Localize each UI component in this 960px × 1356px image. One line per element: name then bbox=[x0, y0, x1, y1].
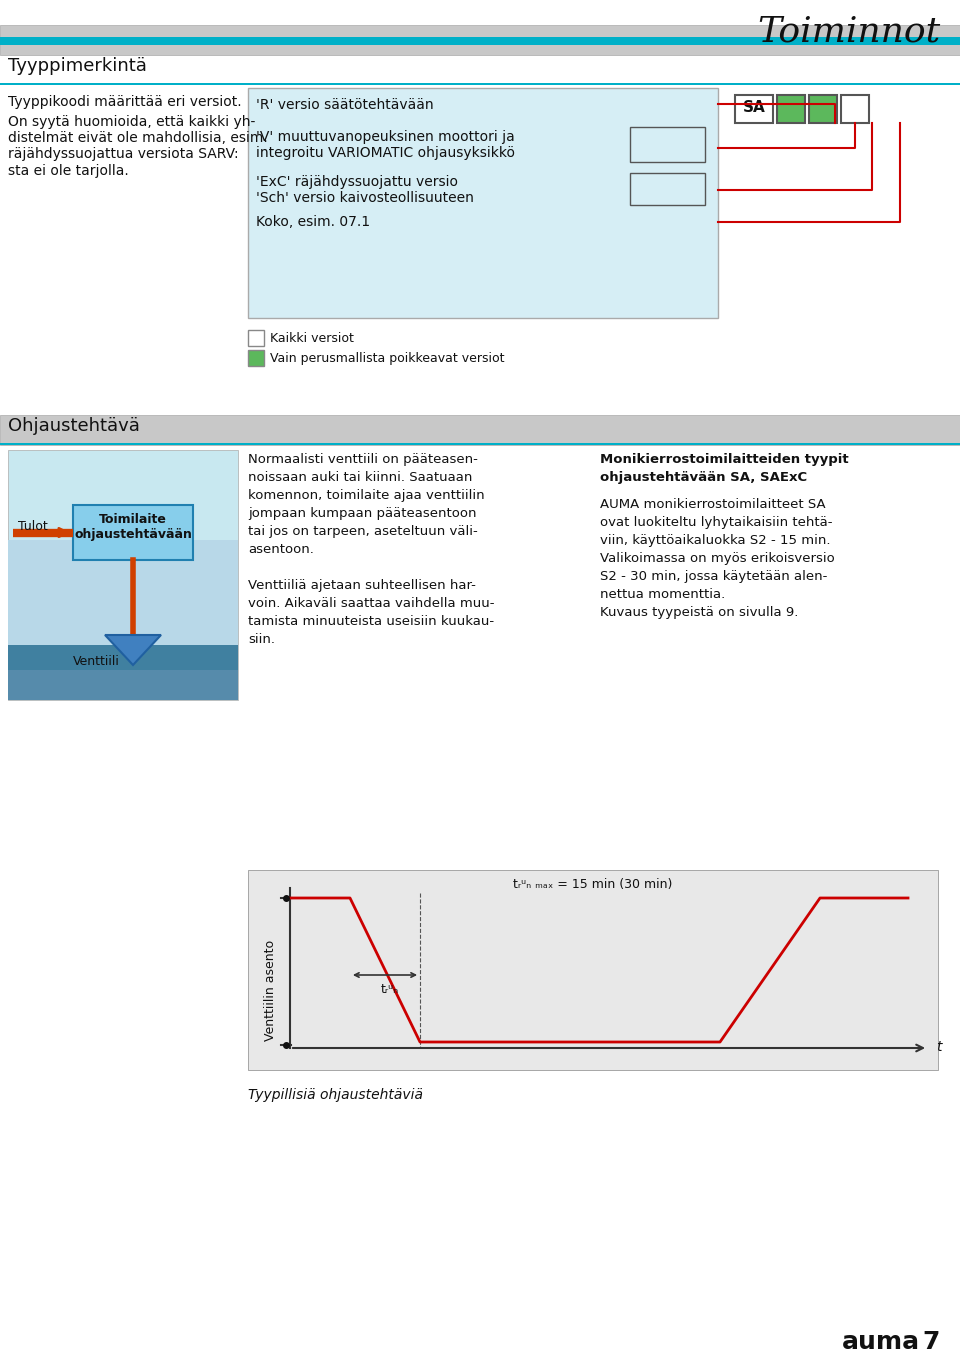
Text: tᵣᵘₙ ₘₐₓ = 15 min (30 min): tᵣᵘₙ ₘₐₓ = 15 min (30 min) bbox=[514, 877, 673, 891]
Bar bbox=[809, 95, 837, 123]
Text: Venttiili: Venttiili bbox=[73, 655, 120, 669]
Text: 'V' muuttuvanopeuksinen moottori ja
integroitu VARIOMATIC ohjausyksikkö: 'V' muuttuvanopeuksinen moottori ja inte… bbox=[256, 130, 515, 160]
Text: 7: 7 bbox=[923, 1330, 940, 1355]
Text: Tyyppikoodi määrittää eri versiot.: Tyyppikoodi määrittää eri versiot. bbox=[8, 95, 242, 108]
Bar bbox=[248, 330, 264, 346]
Bar bbox=[0, 443, 960, 445]
Bar bbox=[0, 37, 960, 45]
Polygon shape bbox=[105, 635, 161, 664]
Bar bbox=[248, 88, 718, 319]
Text: Vain perusmallista poikkeavat versiot: Vain perusmallista poikkeavat versiot bbox=[270, 353, 505, 365]
Text: Toimilaite
ohjaustehtävään: Toimilaite ohjaustehtävään bbox=[74, 513, 192, 541]
Text: Koko, esim. 07.1: Koko, esim. 07.1 bbox=[256, 216, 371, 229]
Bar bbox=[0, 83, 960, 85]
Bar bbox=[630, 174, 705, 205]
Text: Normaalisti venttiili on pääteasen-
noissaan auki tai kiinni. Saatuaan
komennon,: Normaalisti venttiili on pääteasen- nois… bbox=[248, 453, 494, 645]
Bar bbox=[8, 645, 238, 700]
Bar bbox=[73, 504, 193, 560]
Text: Tulot: Tulot bbox=[18, 521, 48, 533]
Bar bbox=[8, 540, 238, 700]
Text: Kaikki versiot: Kaikki versiot bbox=[270, 332, 354, 344]
Text: Ohjaustehtävä: Ohjaustehtävä bbox=[8, 418, 140, 435]
Text: Monikierrostoimilaitteiden tyypit
ohjaustehtävään SA, SAExC: Monikierrostoimilaitteiden tyypit ohjaus… bbox=[600, 453, 849, 484]
Text: Venttiilin asento: Venttiilin asento bbox=[263, 940, 276, 1040]
Text: Tyypillisiä ohjaustehtäviä: Tyypillisiä ohjaustehtäviä bbox=[248, 1088, 423, 1102]
Bar bbox=[0, 24, 960, 56]
Text: 'R' versio säätötehtävään: 'R' versio säätötehtävään bbox=[256, 98, 434, 113]
Bar bbox=[841, 95, 869, 123]
Text: SA: SA bbox=[743, 100, 765, 115]
Text: AUMA monikierrostoimilaitteet SA
ovat luokiteltu lyhytaikaisiin tehtä-
viin, käy: AUMA monikierrostoimilaitteet SA ovat lu… bbox=[600, 498, 835, 618]
Bar bbox=[8, 670, 238, 700]
Bar bbox=[248, 350, 264, 366]
Text: tᵣᵘₙ: tᵣᵘₙ bbox=[381, 983, 399, 997]
Bar bbox=[630, 127, 705, 161]
Text: auma: auma bbox=[842, 1330, 920, 1355]
Bar bbox=[8, 450, 238, 700]
Bar bbox=[735, 95, 773, 123]
Text: t: t bbox=[936, 1040, 942, 1054]
Text: 'ExC' räjähdyssuojattu versio
'Sch' versio kaivosteollisuuteen: 'ExC' räjähdyssuojattu versio 'Sch' vers… bbox=[256, 175, 474, 205]
Text: Toiminnot: Toiminnot bbox=[756, 15, 940, 49]
Bar bbox=[248, 871, 938, 1070]
Text: On syytä huomioida, että kaikki yh-
distelmät eivät ole mahdollisia, esim.
räjäh: On syytä huomioida, että kaikki yh- dist… bbox=[8, 115, 268, 178]
Bar bbox=[777, 95, 805, 123]
Text: Tyyppimerkintä: Tyyppimerkintä bbox=[8, 57, 147, 75]
Bar bbox=[0, 415, 960, 445]
